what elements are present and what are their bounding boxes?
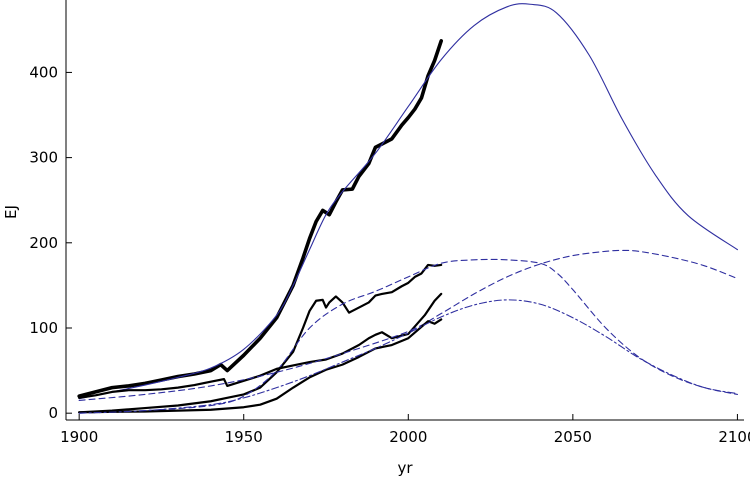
y-tick-label: 0	[48, 404, 58, 422]
x-tick-label: 1900	[60, 428, 98, 446]
series-line-coal-model	[78, 249, 738, 401]
axes	[65, 0, 744, 421]
series-layer	[77, 3, 738, 414]
y-axis-title: EJ	[2, 205, 20, 219]
x-tick-label: 2000	[389, 428, 427, 446]
y-tick-label: 400	[29, 63, 58, 81]
x-tick-label: 1950	[225, 428, 263, 446]
y-tick-label: 200	[29, 234, 58, 252]
x-tick-label: 2050	[554, 428, 592, 446]
series-line-gas-model	[78, 299, 738, 414]
series-line-total-historical	[77, 39, 443, 398]
y-tick-label: 300	[29, 149, 58, 167]
y-tick-label: 100	[29, 319, 58, 337]
series-line-oil-historical	[78, 263, 443, 414]
series-line-coal-historical	[78, 292, 443, 399]
series-line-oil-model	[78, 258, 738, 414]
series-line-gas-historical	[78, 318, 443, 414]
x-axis-title: yr	[397, 459, 413, 477]
series-line-total-model	[78, 3, 738, 400]
